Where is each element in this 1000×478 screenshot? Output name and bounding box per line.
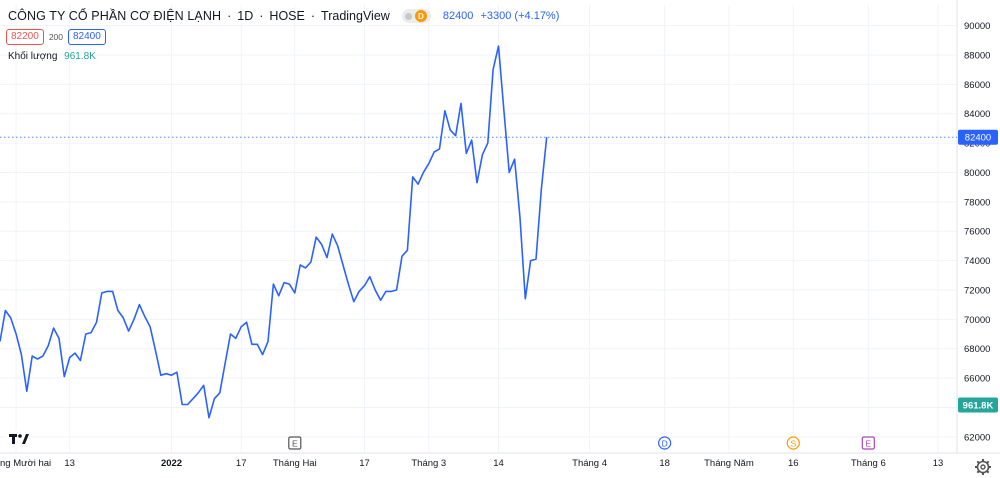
buy-price-button[interactable]: 82400: [68, 29, 106, 45]
x-tick-label: Tháng 3: [411, 458, 446, 469]
x-tick-label: 13: [64, 458, 75, 469]
exchange-label: HOSE: [269, 9, 305, 23]
provider-label: TradingView: [321, 9, 390, 23]
price-tag-box: [958, 129, 998, 145]
price-tag-label: 82400: [965, 133, 991, 144]
y-tick-label: 90000: [964, 21, 990, 32]
event-marker-e: [861, 436, 875, 450]
symbol-name[interactable]: CÔNG TY CỔ PHẦN CƠ ĐIỆN LẠNH: [8, 9, 222, 23]
y-tick-label: 62000: [964, 432, 990, 443]
interval-label[interactable]: 1D: [237, 9, 254, 23]
axis-tags: 82400 961.8K: [958, 129, 998, 413]
x-tick-label: 2022: [161, 458, 182, 469]
event-marker-label: D: [662, 438, 668, 448]
x-tick-label: 13: [933, 458, 944, 469]
x-tick-label: 14: [493, 458, 504, 469]
delay-icon: D: [414, 10, 427, 22]
x-tick-label: Tháng 4: [572, 458, 607, 469]
header-separator: ·: [259, 9, 264, 23]
event-marker-label: E: [865, 438, 871, 448]
y-tick-label: 86000: [964, 80, 990, 91]
gear-icon[interactable]: [974, 458, 992, 476]
sell-price-button[interactable]: 82200: [6, 29, 44, 45]
event-marker-e: [288, 436, 302, 450]
event-marker-label: E: [292, 438, 298, 448]
y-tick-label: 88000: [964, 50, 990, 61]
x-tick-label: ng Mười hai: [0, 458, 51, 469]
x-tick-label: Tháng 6: [851, 458, 886, 469]
last-price: 82400: [442, 10, 474, 22]
status-dot-icon: [404, 12, 412, 20]
last-quote: 82400 +3300 (+4.17%): [443, 10, 564, 22]
y-tick-label: 78000: [964, 197, 990, 208]
y-tick-label: 68000: [964, 344, 990, 355]
volume-label: Khối lượng: [8, 51, 58, 62]
y-tick-label: 80000: [964, 168, 990, 179]
y-tick-label: 72000: [964, 285, 990, 296]
header-separator: ·: [310, 9, 316, 23]
y-tick-label: 74000: [964, 256, 990, 267]
tradingview-logo-icon[interactable]: [6, 430, 32, 448]
bid-ask-panel: 82200 200 82400: [6, 29, 106, 45]
event-marker-d: [658, 436, 672, 450]
x-tick-label: Tháng Hai: [273, 458, 317, 469]
time-axis[interactable]: ng Mười hai 13 2022 17 Tháng Hai 17 Tháng 3 14 T…: [0, 458, 943, 469]
price-axis[interactable]: 6200064000660006800070000720007400076000…: [964, 21, 990, 443]
header-separator: ·: [227, 9, 232, 23]
event-marker-s: [786, 436, 800, 450]
volume-value: 961.8K: [64, 51, 96, 62]
volume-tag-box: [958, 397, 998, 413]
data-delay-badge[interactable]: D: [401, 9, 431, 23]
x-tick-label: Tháng Năm: [704, 458, 754, 469]
x-tick-label: 17: [236, 458, 247, 469]
y-tick-label: 66000: [964, 374, 990, 385]
y-tick-label: 70000: [964, 315, 990, 326]
chart-header: CÔNG TY CỔ PHẦN CƠ ĐIỆN LẠNH · 1D · HOSE…: [8, 9, 563, 23]
x-tick-label: 16: [788, 458, 799, 469]
volume-legend[interactable]: Khối lượng 961.8K: [8, 51, 96, 62]
y-tick-label: 76000: [964, 227, 990, 238]
chart-grid: [0, 0, 1000, 454]
price-change: +3300 (+4.17%): [480, 10, 560, 22]
x-tick-label: 18: [659, 458, 670, 469]
y-tick-label: 84000: [964, 109, 990, 120]
x-tick-label: 17: [359, 458, 370, 469]
price-line-layer: [0, 45, 957, 419]
volume-tag-label: 961.8K: [963, 401, 994, 412]
price-series-line: [0, 45, 548, 419]
spread-value: 200: [48, 32, 63, 42]
event-marker-label: S: [790, 438, 796, 448]
